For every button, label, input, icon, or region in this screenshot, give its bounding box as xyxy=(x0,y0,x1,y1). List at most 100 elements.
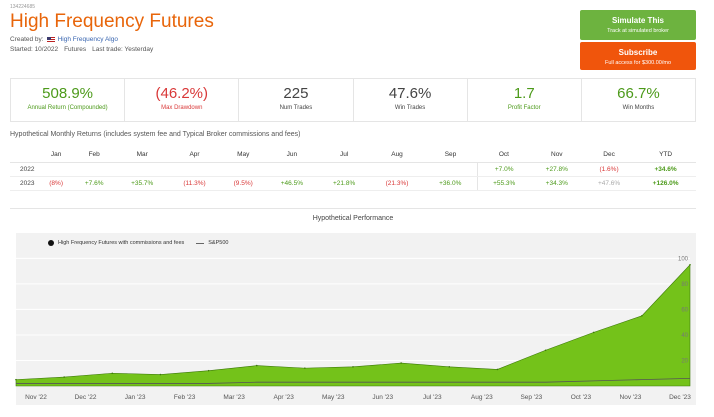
x-tick-label: Nov '23 xyxy=(620,394,642,401)
header-cell: Mar xyxy=(116,147,169,163)
header-cell: Jan xyxy=(40,147,73,163)
stat-profit-factor: 1.7 Profit Factor xyxy=(468,79,582,121)
subscribe-label: Subscribe xyxy=(618,48,658,57)
table-row: 2023 (8%) +7.6% +35.7% (11.3%) (9.5%) +4… xyxy=(10,176,696,191)
data-point xyxy=(255,364,258,367)
last-trade: Last trade: Yesterday xyxy=(92,46,154,53)
subscribe-sub: Full access for $300.00/mo xyxy=(604,60,672,66)
header-cell: Aug xyxy=(370,147,424,163)
stat-annual-return: 508.9% Annual Return (Compounded) xyxy=(11,79,126,121)
started-date: Started: 10/2022 xyxy=(10,46,59,53)
stat-label: Win Months xyxy=(622,105,655,111)
data-point xyxy=(689,263,691,266)
month-cell: (21.3%) xyxy=(370,176,424,191)
month-cell xyxy=(318,162,371,177)
y-tick-label: 80 xyxy=(681,282,688,288)
month-cell xyxy=(423,162,478,177)
legend-main: High Frequency Futures with commissions … xyxy=(58,240,185,246)
simulate-button[interactable]: Simulate This Track at simulated broker xyxy=(580,10,696,40)
performance-title: Hypothetical Performance xyxy=(312,215,394,222)
year-cell: 2023 xyxy=(10,176,40,191)
data-point xyxy=(15,378,17,381)
x-tick-label: Jul '23 xyxy=(423,394,442,401)
stat-label: Num Trades xyxy=(279,105,313,111)
creator-line: Created by: High Frequency Algo xyxy=(10,36,570,43)
simulate-label: Simulate This xyxy=(611,16,664,25)
month-cell: +34.3% xyxy=(530,176,583,191)
month-cell: (9.5%) xyxy=(220,176,266,191)
benchmark-line xyxy=(16,377,691,384)
header-cell: YTD xyxy=(635,147,696,163)
data-point xyxy=(352,366,354,368)
year-cell: 2022 xyxy=(10,162,40,177)
stat-win-trades: 47.6% Win Trades xyxy=(354,79,468,121)
data-point xyxy=(641,315,643,317)
data-point xyxy=(544,349,547,352)
data-point xyxy=(111,372,114,375)
header-cell: Oct xyxy=(477,147,531,163)
simulate-sub: Track at simulated broker xyxy=(607,28,669,34)
table-row: 2022 +7.0% +27.8% (1.6%) +34.6% xyxy=(10,162,696,177)
stat-value: 225 xyxy=(283,85,309,102)
monthly-header-row: Jan Feb Mar Apr May Jun Jul Aug Sep Oct … xyxy=(10,147,696,163)
y-tick-label: 20 xyxy=(681,358,688,364)
monthly-returns-title: Hypothetical Monthly Returns (includes s… xyxy=(10,131,301,138)
y-tick-label: 100 xyxy=(678,256,689,262)
stat-label: Annual Return (Compounded) xyxy=(27,105,108,111)
data-point xyxy=(304,367,306,369)
created-by-label: Created by: xyxy=(10,36,44,43)
stat-value: 66.7% xyxy=(617,85,660,102)
stat-value: 1.7 xyxy=(513,85,535,102)
header-cell: Dec xyxy=(582,147,636,163)
month-cell xyxy=(220,162,266,177)
x-tick-label: Apr '23 xyxy=(273,394,294,401)
stat-value: 508.9% xyxy=(42,85,94,102)
month-cell xyxy=(168,162,221,177)
header-cell: May xyxy=(220,147,266,163)
month-cell: (11.3%) xyxy=(168,176,221,191)
data-point xyxy=(448,366,451,368)
month-cell: +7.0% xyxy=(476,162,531,177)
data-point xyxy=(207,369,210,372)
system-id: 134224685 xyxy=(10,4,36,10)
x-tick-label: Mar '23 xyxy=(223,394,245,401)
x-tick-label: Aug '23 xyxy=(471,394,493,401)
stat-label: Max Drawdown xyxy=(161,105,203,111)
stat-label: Win Trades xyxy=(394,105,426,111)
month-cell xyxy=(72,162,117,177)
header-cell: Sep xyxy=(423,147,478,163)
x-tick-label: Jun '23 xyxy=(372,394,393,401)
legend-bench: S&P500 xyxy=(208,240,229,246)
month-cell: +47.6% xyxy=(582,176,636,191)
stat-num-trades: 225 Num Trades xyxy=(239,79,354,121)
ytd-cell: +34.6% xyxy=(635,162,696,177)
month-cell xyxy=(370,162,424,177)
stats-bar: 508.9% Annual Return (Compounded) (46.2%… xyxy=(10,78,696,122)
month-cell: +46.5% xyxy=(265,176,318,191)
month-cell: +36.0% xyxy=(423,176,478,191)
stat-win-months: 66.7% Win Months xyxy=(582,79,695,121)
us-flag-icon xyxy=(46,37,55,42)
x-tick-label: May '23 xyxy=(322,394,345,401)
month-cell: +35.7% xyxy=(116,176,169,191)
page-title: High Frequency Futures xyxy=(10,11,214,32)
x-tick-label: Dec '22 xyxy=(75,394,97,401)
monthly-returns-table: Jan Feb Mar Apr May Jun Jul Aug Sep Oct … xyxy=(10,147,696,191)
stat-value: (46.2%) xyxy=(155,85,209,102)
subscribe-button[interactable]: Subscribe Full access for $300.00/mo xyxy=(580,42,696,70)
x-tick-label: Dec '23 xyxy=(669,394,691,401)
chart-legend[interactable]: High Frequency Futures with commissions … xyxy=(48,240,228,246)
data-point xyxy=(400,362,402,364)
creator-link[interactable]: High Frequency Algo xyxy=(57,36,118,43)
x-tick-label: Nov '22 xyxy=(25,394,47,401)
legend-line-icon xyxy=(196,242,205,244)
month-cell: (8%) xyxy=(40,176,73,191)
stat-value: 47.6% xyxy=(388,85,432,102)
month-cell xyxy=(116,162,169,177)
system-meta: Started: 10/2022 Futures Last trade: Yes… xyxy=(10,46,570,53)
x-tick-label: Jan '23 xyxy=(125,394,146,401)
data-point xyxy=(592,331,595,334)
y-tick-label: 40 xyxy=(681,333,688,339)
header-cell: Jun xyxy=(265,147,318,163)
